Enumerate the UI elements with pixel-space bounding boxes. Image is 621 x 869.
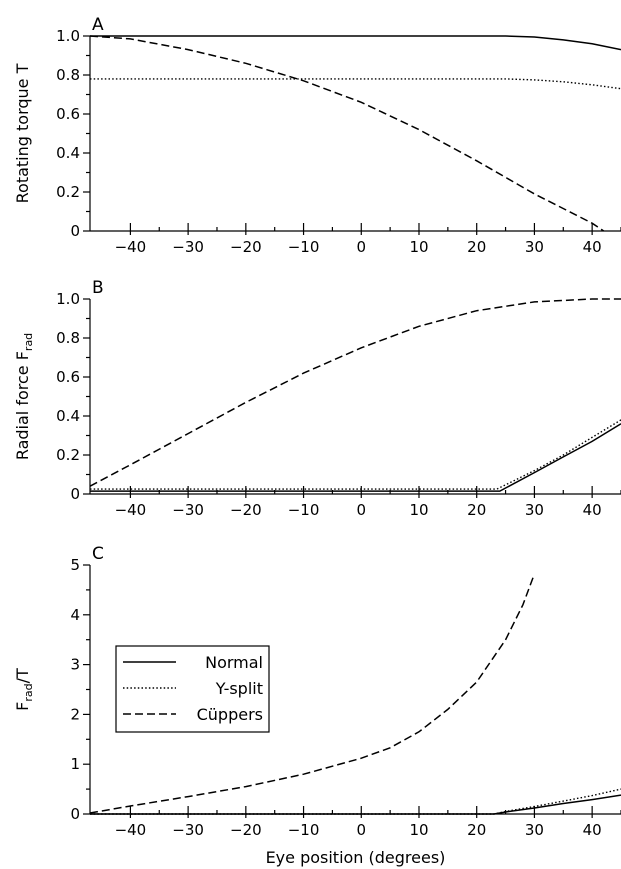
x-tick-label: 30	[525, 501, 544, 519]
chart-panel-C: C 0 1 2 3 4 5 −40 −30 −20 −10 0 10 20 30 40 Frad/T Eye po…	[13, 544, 621, 867]
x-tick-label: −40	[115, 821, 147, 839]
y-axis-label: Frad/T	[13, 668, 35, 711]
y-axis-label: Rotating torque T	[13, 63, 32, 203]
series-line-dashed	[89, 298, 621, 487]
panel-label: A	[92, 15, 104, 35]
y-tick-label: 0.8	[56, 329, 80, 347]
y-axis-label-main: F	[13, 702, 32, 711]
y-axis-label-subscript: rad	[22, 683, 35, 701]
y-tick-label: 0	[70, 485, 80, 503]
x-tick-label: 20	[467, 821, 486, 839]
x-tick-label: −30	[172, 821, 204, 839]
chart-panel-B: B 0 0.2 0.4 0.6 0.8 1.0 −40 −30 −20 −10 0 10 20 30 40 Ra…	[13, 278, 621, 519]
x-tick-label: 0	[356, 501, 366, 519]
y-tick-label: 0	[70, 222, 80, 240]
x-tick-label: 10	[409, 821, 428, 839]
x-tick-label: 10	[409, 501, 428, 519]
x-tick-label: −30	[172, 501, 204, 519]
x-tick-label: −30	[172, 238, 204, 256]
legend-entry: Normal	[205, 653, 263, 672]
y-tick-label: 0.2	[56, 446, 80, 464]
x-tick-label: −40	[115, 501, 147, 519]
y-tick-label: 0.4	[56, 144, 80, 162]
chart-panel-A: A 0 0.2 0.4 0.6 0.8 1.0 −40 −30 −20 −10 0 10 20 30 40 Ro…	[13, 15, 621, 256]
series-line-dashed	[89, 35, 605, 232]
x-tick-label: 20	[467, 238, 486, 256]
series-line-solid	[90, 423, 621, 492]
x-tick-label: 20	[467, 501, 486, 519]
x-tick-label: −10	[288, 821, 320, 839]
y-tick-label: 3	[70, 656, 80, 674]
y-tick-label: 1.0	[56, 290, 80, 308]
y-tick-label: 0.6	[56, 368, 80, 386]
x-tick-label: −20	[230, 821, 262, 839]
y-axis-label-suffix: /T	[13, 668, 32, 683]
x-tick-label: 40	[583, 501, 602, 519]
y-tick-label: 0.8	[56, 66, 80, 84]
legend-entry: Y-split	[215, 679, 263, 698]
y-axis-label: Radial force Frad	[13, 333, 35, 460]
x-tick-label: −20	[230, 238, 262, 256]
y-tick-label: 1	[70, 755, 80, 773]
legend-entry: Cüppers	[197, 705, 263, 724]
panel-label: C	[92, 544, 104, 564]
series-line-dotted	[90, 788, 621, 815]
x-tick-label: 30	[525, 821, 544, 839]
legend: Normal Y-split Cüppers	[115, 645, 270, 733]
x-tick-label: −10	[288, 238, 320, 256]
y-tick-label: 5	[70, 556, 80, 574]
series-line-dashed	[89, 573, 536, 814]
y-tick-label: 4	[70, 606, 80, 624]
x-tick-label: 0	[356, 821, 366, 839]
series-line-solid	[90, 35, 621, 51]
y-tick-label: 0.2	[56, 183, 80, 201]
panel-label: B	[92, 278, 104, 298]
x-tick-label: −20	[230, 501, 262, 519]
x-tick-label: 40	[583, 821, 602, 839]
series-line-dotted	[90, 78, 621, 90]
y-tick-label: 2	[70, 705, 80, 723]
y-axis-label-subscript: rad	[22, 333, 35, 351]
y-axis-label-main: Rotating torque T	[13, 63, 32, 203]
legend-box	[115, 645, 270, 733]
x-tick-label: 10	[409, 238, 428, 256]
x-tick-label: −40	[115, 238, 147, 256]
y-tick-label: 0.4	[56, 407, 80, 425]
y-tick-label: 1.0	[56, 27, 80, 45]
y-tick-label: 0	[70, 805, 80, 823]
y-axis-label-main: Radial force F	[13, 351, 32, 460]
x-axis-label: Eye position (degrees)	[266, 848, 446, 867]
x-tick-label: 30	[525, 238, 544, 256]
x-tick-label: −10	[288, 501, 320, 519]
series-line-dotted	[90, 419, 621, 490]
x-tick-label: 0	[356, 238, 366, 256]
y-tick-label: 0.6	[56, 105, 80, 123]
x-tick-label: 40	[583, 238, 602, 256]
